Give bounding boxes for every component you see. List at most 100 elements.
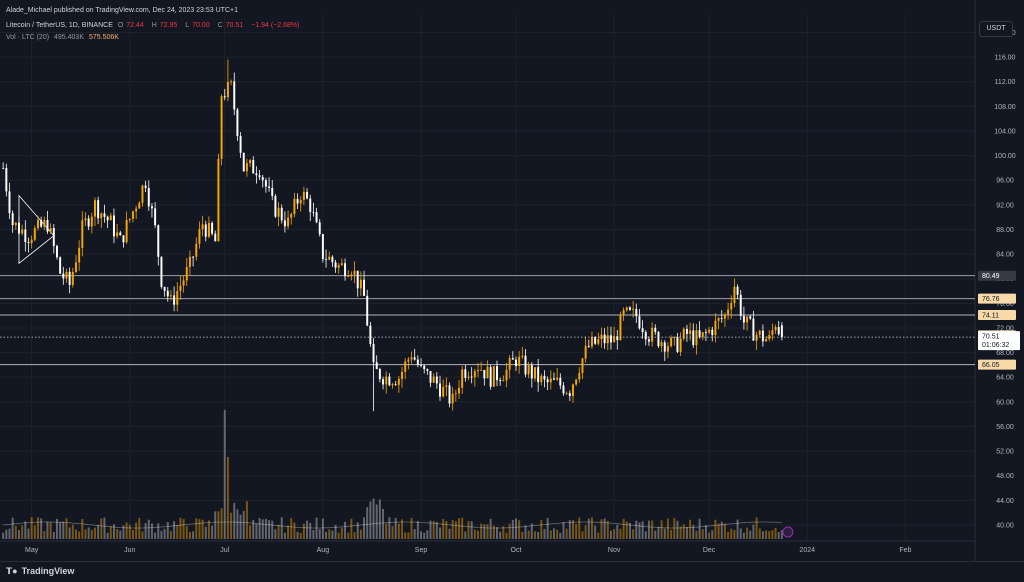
volume-bar [280,517,283,539]
candle-body [603,334,606,344]
candle-body [619,314,622,341]
candle-body [287,217,290,227]
candle-body [239,136,242,153]
x-tick-label: May [25,547,39,554]
x-tick-label: Oct [511,547,522,554]
volume-bar [644,531,647,539]
volume-bar [46,521,49,539]
volume-bar [578,517,581,539]
candle-body [337,265,340,268]
volume-bar [486,524,489,539]
volume-bar [258,518,261,539]
candle-body [233,81,236,110]
volume-bar [464,531,467,539]
candle-body [372,343,375,363]
candle-body [252,160,255,174]
volume-bar [306,520,309,539]
candle-body [226,81,229,98]
volume-bar [334,524,337,539]
volume-bar [505,532,508,539]
volume-bar [245,501,248,539]
close-label: C [217,22,223,29]
symbol-legend[interactable]: Litecoin / TetherUS, 1D, BINANCE O 72.44 … [6,21,303,30]
candle-body [71,272,74,285]
volume-bar [369,501,372,539]
volume-bar [261,519,264,539]
price-level-label-bg[interactable] [978,309,1016,320]
candle-body [730,303,733,310]
volume-bar [78,531,81,539]
candle-body [62,273,65,279]
candle-body [429,370,432,383]
candle-body [467,376,470,378]
volume-bar [416,520,419,539]
volume-bar [394,517,397,539]
candle-body [454,393,457,395]
volume-bar [470,521,473,539]
candle-body [268,186,271,188]
volume-bar [663,528,666,539]
volume-bar [704,525,707,539]
volume-bar [359,529,362,539]
candle-body [543,375,546,380]
volume-bar [163,528,166,539]
volume-bar [147,519,150,539]
volume-bar [264,518,267,539]
volume-legend[interactable]: Vol · LTC (20) 495.403K 575.506K [6,33,122,42]
volume-bar [87,527,90,539]
volume-bar [755,517,758,539]
volume-bar [290,518,293,539]
candle-body [195,243,198,257]
volume-bar [603,518,606,539]
price-level-label-bg[interactable] [978,293,1016,304]
y-tick-label: 72.00 [996,325,1014,332]
y-tick-label: 112.00 [995,79,1016,86]
volume-bar [670,529,673,539]
y-tick-label: 52.00 [996,449,1014,456]
candle-body [84,218,87,221]
volume-bar [439,527,441,539]
volume-bar [600,519,603,539]
volume-bar [473,529,476,539]
candle-body [5,168,8,192]
candle-body [714,320,717,336]
volume-bar [590,517,593,539]
candle-body [176,291,179,305]
candle-body [442,386,445,397]
indicator-flash-icon[interactable] [782,526,794,538]
volume-bar [112,524,115,539]
candle-body [302,191,305,200]
candle-body [97,200,100,219]
candle-body [530,365,533,379]
y-tick-label: 104.00 [994,128,1016,135]
price-level-label-bg[interactable] [978,270,1016,281]
volume-bar [565,528,568,539]
candle-body [711,329,714,336]
candle-body [780,325,783,338]
volume-bar [283,532,286,539]
candle-body [27,242,30,244]
tradingview-brand[interactable]: 𝗧● TradingView [6,566,74,577]
candle-body [163,286,166,291]
candle-body [723,314,726,319]
volume-bar [144,522,147,539]
volume-bar [562,522,565,539]
candle-body [600,334,603,340]
volume-bar [74,529,77,539]
candle-body [347,276,350,277]
candle-body [666,346,669,352]
y-tick-label: 116.00 [995,55,1016,62]
candle-body [448,385,451,404]
volume-bar [587,518,590,539]
currency-button[interactable]: USDT [979,21,1013,37]
candle-body [499,380,502,382]
candle-body [375,362,378,370]
candle-body [55,245,58,258]
volume-bar [344,521,347,539]
price-level-label-bg[interactable] [978,359,1016,370]
candle-body [720,318,723,319]
candle-body [578,372,581,380]
volume-bar [534,531,536,539]
low-value: 70.00 [192,22,210,29]
